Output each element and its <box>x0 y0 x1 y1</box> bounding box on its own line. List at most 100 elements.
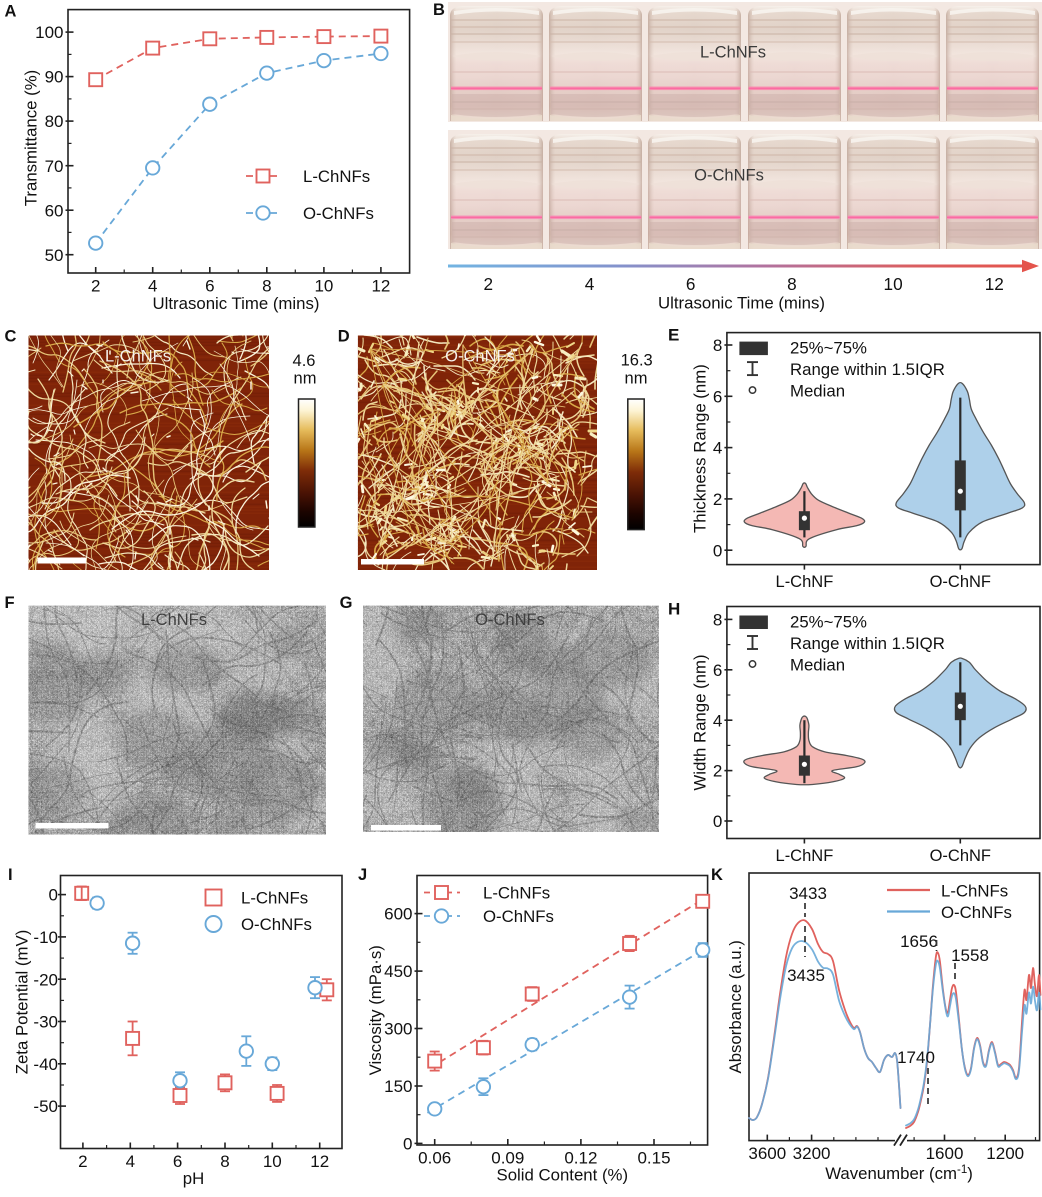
svg-text:O-ChNF: O-ChNF <box>930 573 991 591</box>
svg-text:Median: Median <box>790 655 845 674</box>
svg-text:-20: -20 <box>33 970 58 989</box>
svg-text:3200: 3200 <box>793 1144 831 1163</box>
svg-text:A: A <box>5 3 17 21</box>
svg-text:8: 8 <box>713 611 722 630</box>
svg-text:Width Range (nm): Width Range (nm) <box>691 654 710 790</box>
svg-text:-50: -50 <box>33 1097 58 1116</box>
svg-text:pH: pH <box>183 1169 204 1188</box>
svg-text:2: 2 <box>78 1152 87 1171</box>
svg-text:Range within 1.5IQR: Range within 1.5IQR <box>790 634 945 653</box>
svg-text:Zeta Potential (mV): Zeta Potential (mV) <box>13 930 32 1075</box>
svg-text:L-ChNFs: L-ChNFs <box>241 889 308 908</box>
svg-text:F: F <box>5 594 15 612</box>
svg-text:0: 0 <box>713 812 722 831</box>
svg-text:25%~75%: 25%~75% <box>790 339 867 358</box>
svg-text:300: 300 <box>384 1020 412 1039</box>
svg-text:C: C <box>5 328 17 346</box>
svg-text:3433: 3433 <box>789 884 827 903</box>
svg-text:100: 100 <box>35 23 63 42</box>
svg-text:nm: nm <box>294 370 317 388</box>
svg-text:600: 600 <box>384 905 412 924</box>
svg-text:H: H <box>668 600 680 619</box>
svg-text:L-ChNFs: L-ChNFs <box>141 611 207 629</box>
svg-text:50: 50 <box>45 246 64 265</box>
svg-text:D: D <box>338 328 350 346</box>
svg-text:4.6: 4.6 <box>293 352 316 370</box>
svg-text:-40: -40 <box>33 1055 58 1074</box>
svg-text:Wavenumber (cm-1): Wavenumber (cm-1) <box>825 1164 973 1183</box>
svg-text:0.12: 0.12 <box>564 1148 597 1167</box>
svg-text:L-ChNF: L-ChNF <box>776 847 834 865</box>
svg-text:0.15: 0.15 <box>637 1148 670 1167</box>
svg-text:0.06: 0.06 <box>418 1148 451 1167</box>
svg-text:Transmittance (%): Transmittance (%) <box>22 70 41 206</box>
svg-text:6: 6 <box>713 661 722 680</box>
svg-text:0.09: 0.09 <box>491 1148 524 1167</box>
svg-text:8: 8 <box>220 1152 229 1171</box>
svg-text:O-ChNFs: O-ChNFs <box>241 915 312 934</box>
svg-text:3600: 3600 <box>748 1144 786 1163</box>
svg-text:2: 2 <box>91 276 100 295</box>
svg-text:12: 12 <box>371 276 390 295</box>
svg-text:8: 8 <box>713 336 722 355</box>
svg-text:J: J <box>358 866 367 884</box>
svg-text:10: 10 <box>314 276 333 295</box>
svg-text:O-ChNF: O-ChNF <box>930 847 991 865</box>
svg-text:0: 0 <box>713 541 722 560</box>
svg-text:25%~75%: 25%~75% <box>790 613 867 632</box>
svg-text:6: 6 <box>713 387 722 406</box>
svg-text:80: 80 <box>45 112 64 131</box>
svg-text:12: 12 <box>985 274 1004 294</box>
svg-text:6: 6 <box>686 274 696 294</box>
svg-text:4: 4 <box>126 1152 135 1171</box>
svg-text:Viscosity (mPa·s): Viscosity (mPa·s) <box>366 945 385 1075</box>
svg-text:L-ChNF: L-ChNF <box>776 573 834 591</box>
svg-text:3435: 3435 <box>787 966 825 985</box>
svg-text:O-ChNFs: O-ChNFs <box>694 167 764 185</box>
svg-text:L-ChNFs: L-ChNFs <box>700 44 766 62</box>
svg-text:Thickness Range (nm): Thickness Range (nm) <box>691 364 710 533</box>
svg-text:4: 4 <box>713 711 722 730</box>
svg-text:E: E <box>668 326 679 345</box>
svg-text:B: B <box>433 1 445 19</box>
svg-text:4: 4 <box>585 274 595 294</box>
svg-text:I: I <box>8 866 13 884</box>
svg-text:12: 12 <box>310 1152 329 1171</box>
svg-text:L-ChNFs: L-ChNFs <box>303 167 370 186</box>
svg-text:-30: -30 <box>33 1013 58 1032</box>
svg-text:450: 450 <box>384 962 412 981</box>
svg-text:0: 0 <box>403 1135 412 1154</box>
svg-text:O-ChNFs: O-ChNFs <box>941 903 1012 922</box>
svg-text:10: 10 <box>884 274 903 294</box>
svg-text:0: 0 <box>49 886 58 905</box>
svg-text:Range within 1.5IQR: Range within 1.5IQR <box>790 360 945 379</box>
svg-text:4: 4 <box>148 276 157 295</box>
svg-text:90: 90 <box>45 68 64 87</box>
svg-text:60: 60 <box>45 201 64 220</box>
svg-text:G: G <box>340 594 353 612</box>
svg-text:O-ChNFs: O-ChNFs <box>445 348 515 366</box>
svg-text:L-ChNFs: L-ChNFs <box>483 884 550 903</box>
svg-text:L-ChNFs: L-ChNFs <box>105 348 171 366</box>
svg-text:L-ChNFs: L-ChNFs <box>941 882 1008 901</box>
svg-text:1558: 1558 <box>951 946 989 965</box>
svg-text:nm: nm <box>625 370 648 388</box>
svg-text:16.3: 16.3 <box>621 352 653 370</box>
svg-text:2: 2 <box>713 490 722 509</box>
svg-text:-10: -10 <box>33 928 58 947</box>
svg-text:1200: 1200 <box>986 1144 1024 1163</box>
svg-text:70: 70 <box>45 157 64 176</box>
svg-text:O-ChNFs: O-ChNFs <box>475 611 545 629</box>
svg-text:2: 2 <box>713 762 722 781</box>
svg-text:8: 8 <box>787 274 797 294</box>
svg-text:Median: Median <box>790 382 845 401</box>
svg-text:4: 4 <box>713 439 722 458</box>
svg-text:1656: 1656 <box>900 932 938 951</box>
svg-text:Ultrasonic Time (mins): Ultrasonic Time (mins) <box>658 294 825 313</box>
svg-text:10: 10 <box>263 1152 282 1171</box>
svg-text:6: 6 <box>205 276 214 295</box>
svg-text:2: 2 <box>484 274 494 294</box>
svg-text:Absorbance (a.u.): Absorbance (a.u.) <box>726 940 745 1073</box>
svg-text:1740: 1740 <box>897 1048 935 1067</box>
svg-text:Solid Content (%): Solid Content (%) <box>497 1166 629 1185</box>
